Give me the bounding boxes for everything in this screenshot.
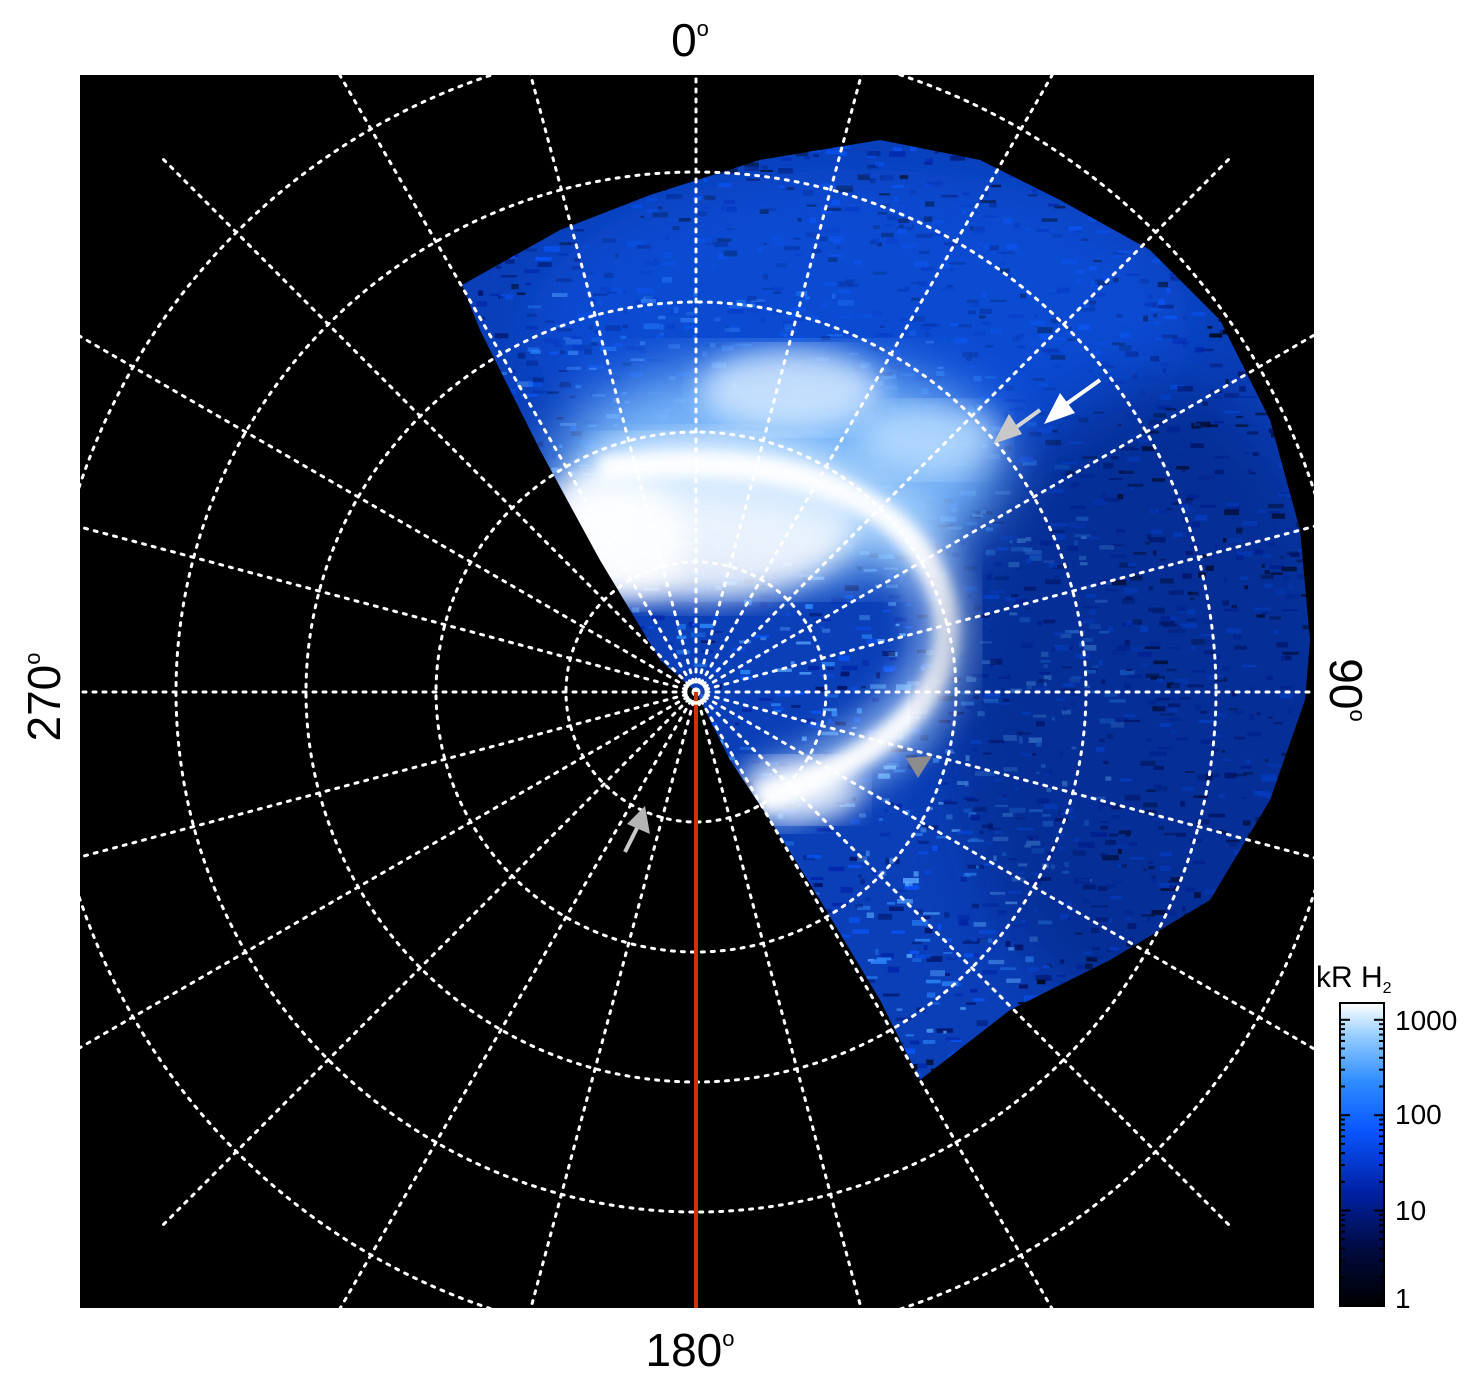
grid-spoke <box>694 75 863 694</box>
grid-spoke <box>80 690 698 859</box>
grid-spoke <box>80 334 698 694</box>
dark-arrowhead-icon <box>906 756 932 778</box>
grid-spoke <box>157 690 698 1231</box>
grey-arrow-icon <box>993 408 1042 444</box>
colorbar: kR H2 1000 100 10 1 <box>1316 961 1457 1314</box>
colorbar-tick-1: 1 <box>1395 1283 1411 1314</box>
pole-marker <box>683 679 709 705</box>
colorbar-tick-1000: 1000 <box>1395 1005 1457 1036</box>
grid-spoke <box>529 75 698 694</box>
grid-spoke <box>157 153 698 694</box>
grid-spoke <box>694 75 1054 694</box>
grid-spoke <box>694 524 1314 694</box>
grid-spoke <box>529 690 698 1308</box>
grid-spoke <box>694 153 1235 694</box>
label-180-deg: 180o <box>646 1324 735 1376</box>
colorbar-title: kR H2 <box>1316 961 1392 997</box>
colorbar-tick-10: 10 <box>1395 1195 1426 1226</box>
grey-small-arrow-icon <box>623 806 650 853</box>
white-arrow-icon <box>1044 378 1102 424</box>
grid-spoke <box>694 690 1314 860</box>
grid-spoke <box>80 525 698 694</box>
colorbar-ticks <box>1340 1018 1384 1307</box>
grid-spoke <box>80 690 698 1050</box>
colorbar-gradient <box>1339 1002 1385 1307</box>
colorbar-tick-100: 100 <box>1395 1099 1442 1130</box>
grid-spoke <box>694 690 1054 1308</box>
label-0-deg: 0o <box>671 14 709 66</box>
grid-spoke <box>694 690 1235 1231</box>
grid-spoke <box>694 690 1314 1051</box>
label-270-deg: 270o <box>18 653 70 742</box>
grid-spoke <box>694 690 863 1308</box>
grid-spoke <box>338 690 698 1308</box>
grid-spoke <box>338 75 698 694</box>
label-90-deg: 90o <box>1320 658 1372 721</box>
grid-spoke <box>694 333 1314 694</box>
